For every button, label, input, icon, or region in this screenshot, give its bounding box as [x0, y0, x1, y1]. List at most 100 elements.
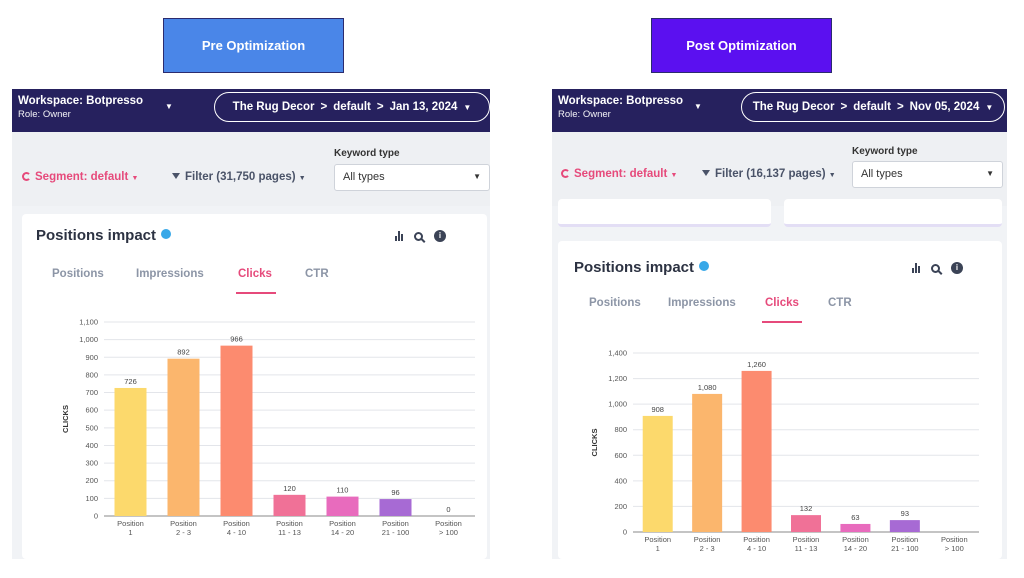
- info-icon[interactable]: i: [434, 230, 446, 242]
- breadcrumb[interactable]: The Rug Decor > default > Nov 05, 2024 ▼: [741, 92, 1005, 122]
- segment-dropdown[interactable]: Segment: default ▼: [22, 171, 138, 183]
- x-tick-label: Position: [743, 535, 770, 544]
- x-tick-label: 11 - 13: [795, 544, 818, 553]
- info-icon[interactable]: [699, 261, 710, 271]
- zoom-icon[interactable]: [931, 263, 940, 273]
- chevron-down-icon[interactable]: ▼: [985, 102, 994, 112]
- x-tick-label: Position: [941, 535, 968, 544]
- y-tick-label: 400: [614, 476, 627, 485]
- filter-label: Filter (16,137 pages): [715, 168, 826, 180]
- data-label: 908: [651, 405, 664, 414]
- segment-label: Segment: default: [574, 168, 668, 180]
- workspace-switcher[interactable]: Workspace: Botpresso Role: Owner: [558, 94, 683, 121]
- card-title: Positions impact: [574, 259, 710, 276]
- breadcrumb-segment[interactable]: default: [333, 101, 371, 113]
- tab-ctr[interactable]: CTR: [828, 297, 852, 309]
- segment-dropdown[interactable]: Segment: default ▼: [561, 168, 677, 180]
- chevron-down-icon: ▼: [131, 175, 139, 182]
- filter-icon: [702, 170, 710, 176]
- card-stub-right: [784, 199, 1002, 227]
- top-bar: Workspace: Botpresso Role: Owner ▼ The R…: [12, 89, 490, 132]
- tab-ctr[interactable]: CTR: [305, 268, 329, 280]
- zoom-icon[interactable]: [414, 231, 423, 241]
- y-tick-label: 0: [623, 528, 627, 537]
- y-tick-label: 900: [85, 353, 98, 362]
- bar-chart-icon[interactable]: [395, 231, 403, 241]
- top-bar: Workspace: Botpresso Role: Owner ▼ The R…: [552, 89, 1007, 132]
- x-tick-label: 21 - 100: [891, 544, 919, 553]
- x-tick-label: Position: [644, 535, 671, 544]
- bar: [692, 393, 723, 532]
- tab-impressions[interactable]: Impressions: [136, 268, 204, 280]
- workspace-switcher[interactable]: Workspace: Botpresso Role: Owner: [18, 94, 143, 121]
- data-label: 120: [283, 484, 296, 493]
- chevron-right-icon: >: [896, 101, 904, 113]
- breadcrumb-segment[interactable]: default: [853, 101, 891, 113]
- filter-button[interactable]: Filter (31,750 pages) ▼: [172, 171, 306, 183]
- bar-chart-icon[interactable]: [912, 263, 920, 273]
- data-label: 1,260: [747, 360, 766, 369]
- segment-icon: [561, 169, 570, 178]
- pre-panel: Workspace: Botpresso Role: Owner ▼ The R…: [12, 89, 490, 559]
- bar: [642, 415, 673, 532]
- y-tick-label: 1,000: [608, 400, 627, 409]
- info-icon[interactable]: [161, 229, 172, 239]
- y-tick-label: 200: [614, 502, 627, 511]
- x-tick-label: 2 - 3: [700, 544, 715, 553]
- x-tick-label: Position: [382, 519, 409, 528]
- x-tick-label: Position: [842, 535, 869, 544]
- x-tick-label: 1: [128, 528, 132, 537]
- tab-positions[interactable]: Positions: [52, 268, 104, 280]
- chevron-down-icon[interactable]: ▼: [463, 102, 472, 112]
- y-tick-label: 700: [85, 388, 98, 397]
- breadcrumb-site[interactable]: The Rug Decor: [232, 101, 315, 113]
- workspace-name: Workspace: Botpresso: [18, 95, 144, 107]
- y-tick-label: 1,000: [79, 335, 98, 344]
- post-optimization-badge: Post Optimization: [651, 18, 832, 73]
- filter-button[interactable]: Filter (16,137 pages) ▼: [702, 168, 836, 180]
- data-label: 96: [391, 488, 399, 497]
- breadcrumb-date[interactable]: Nov 05, 2024: [909, 101, 980, 113]
- y-tick-label: 100: [85, 494, 98, 503]
- segment-icon: [22, 172, 31, 181]
- breadcrumb-site[interactable]: The Rug Decor: [752, 101, 835, 113]
- filter-bar: Segment: default ▼ Filter (16,137 pages)…: [552, 132, 1007, 206]
- x-tick-label: Position: [892, 535, 919, 544]
- positions-impact-card: Positions impact i Positions Impressions…: [558, 241, 1002, 559]
- tab-clicks[interactable]: Clicks: [238, 268, 272, 280]
- filter-bar: Segment: default ▼ Filter (31,750 pages)…: [12, 132, 490, 206]
- chevron-down-icon[interactable]: ▼: [694, 102, 702, 111]
- y-tick-label: 0: [94, 512, 98, 521]
- chart-toolbar: i: [912, 262, 963, 274]
- keyword-type-select[interactable]: All types ▼: [852, 161, 1003, 188]
- workspace-role: Role: Owner: [558, 109, 611, 120]
- bar: [379, 499, 412, 516]
- pre-optimization-badge: Pre Optimization: [163, 18, 344, 73]
- x-tick-label: 4 - 10: [227, 528, 246, 537]
- filter-icon: [172, 173, 180, 179]
- card-title: Positions impact: [36, 227, 172, 244]
- tab-positions[interactable]: Positions: [589, 297, 641, 309]
- bar: [840, 523, 871, 532]
- y-tick-label: 800: [85, 370, 98, 379]
- segment-label: Segment: default: [35, 171, 129, 183]
- tab-impressions[interactable]: Impressions: [668, 297, 736, 309]
- card-stub-left: [558, 199, 771, 227]
- breadcrumb[interactable]: The Rug Decor > default > Jan 13, 2024 ▼: [214, 92, 490, 122]
- y-tick-label: 800: [614, 425, 627, 434]
- workspace-name: Workspace: Botpresso: [558, 95, 684, 107]
- y-tick-label: 600: [85, 406, 98, 415]
- tab-clicks[interactable]: Clicks: [765, 297, 799, 309]
- chevron-down-icon[interactable]: ▼: [165, 102, 173, 111]
- filter-label: Filter (31,750 pages): [185, 171, 296, 183]
- x-tick-label: Position: [223, 519, 250, 528]
- keyword-type-value: All types: [343, 171, 385, 183]
- breadcrumb-date[interactable]: Jan 13, 2024: [389, 101, 458, 113]
- data-label: 1,080: [698, 383, 717, 392]
- active-tab-indicator: [762, 321, 802, 323]
- keyword-type-select[interactable]: All types ▼: [334, 164, 490, 191]
- chevron-right-icon: >: [376, 101, 384, 113]
- info-icon[interactable]: i: [951, 262, 963, 274]
- x-tick-label: 4 - 10: [747, 544, 766, 553]
- y-tick-label: 200: [85, 476, 98, 485]
